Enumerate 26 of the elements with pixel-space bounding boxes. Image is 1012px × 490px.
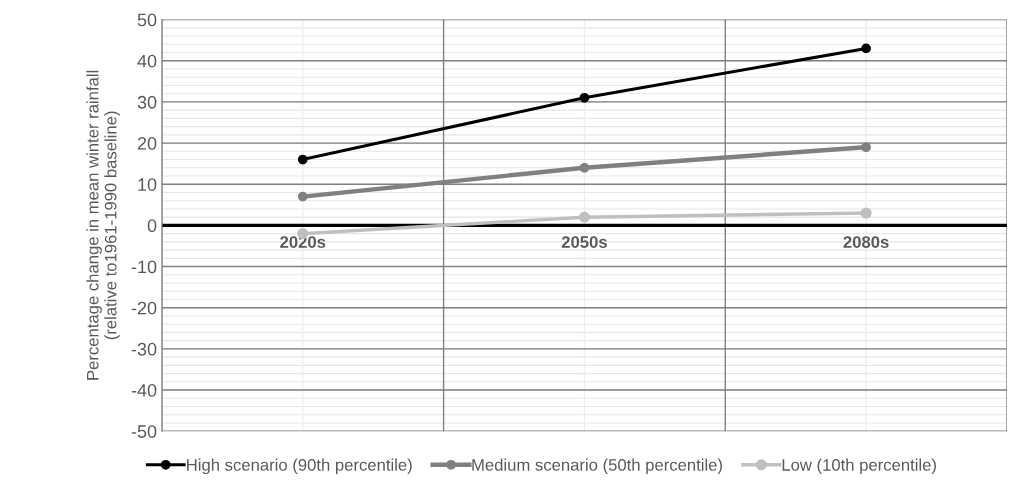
legend-label: High scenario (90th percentile) (187, 458, 412, 475)
point (578, 211, 590, 223)
legend-label: Low (10th percentile) (782, 458, 936, 475)
y-tick-label: 50 (137, 13, 157, 27)
point (579, 92, 590, 103)
point (861, 142, 871, 153)
y-tick-label: -40 (131, 383, 157, 397)
y-axis-title: Percentage change in mean winter rainfall (relative to1961-1990 baseline) (86, 70, 120, 380)
y-tick-label: -30 (131, 342, 157, 356)
point (861, 43, 871, 54)
point (297, 154, 308, 165)
y-tick-label: 10 (138, 178, 157, 191)
point (860, 207, 872, 219)
point (297, 191, 308, 202)
y-tick-label: -10 (131, 260, 157, 274)
y-tick-label: 0 (147, 219, 157, 233)
y-tick-label: 30 (137, 95, 157, 109)
x-tick-label: 2020s (280, 236, 326, 248)
y-tick-label: -50 (131, 425, 157, 438)
point (579, 162, 590, 173)
y-tick-label: 20 (137, 137, 157, 150)
y-tick-label: 40 (137, 54, 157, 68)
x-tick-label: 2050s (561, 236, 607, 248)
legend-label: Medium scenario (50th percentile) (472, 458, 722, 475)
x-tick-label: 2080s (843, 236, 889, 248)
y-tick-label: -20 (131, 301, 157, 315)
